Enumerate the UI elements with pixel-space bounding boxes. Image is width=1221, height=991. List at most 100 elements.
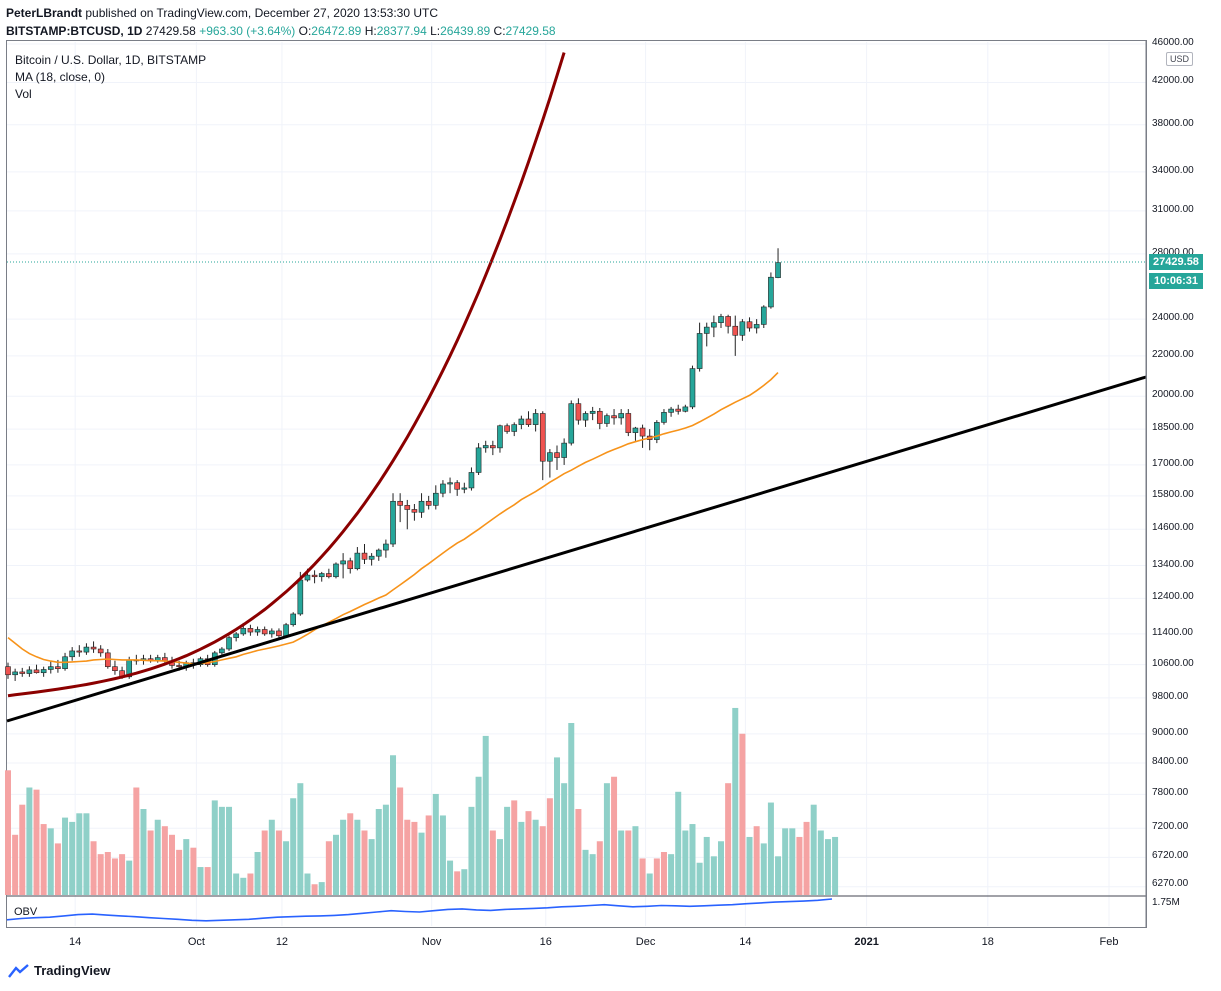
volume-bar <box>817 830 824 895</box>
obv-line <box>6 898 833 922</box>
grid-lines <box>7 42 1146 926</box>
ma18-line <box>7 372 779 665</box>
volume-bar <box>411 821 418 895</box>
volume-bar <box>496 839 503 895</box>
volume-bar <box>261 830 268 895</box>
o-label: O: <box>298 24 312 38</box>
candle-up <box>668 408 674 413</box>
candle-up <box>254 629 261 633</box>
price-axis-tick: 11400.00 <box>1152 626 1193 638</box>
candle-up <box>240 628 247 635</box>
legend-title: Bitcoin / U.S. Dollar, 1D, BITSTAMP <box>15 53 207 67</box>
candle-up <box>69 650 75 658</box>
volume-bar <box>97 854 104 895</box>
candle-up <box>26 669 33 674</box>
candle-up <box>47 666 54 670</box>
volume-bar <box>368 839 375 895</box>
volume-bar <box>254 852 261 895</box>
candle-down <box>596 410 603 424</box>
volume-bar <box>247 873 254 895</box>
volume-bar <box>347 813 354 895</box>
currency-badge[interactable]: USD <box>1166 52 1194 66</box>
volume-bar <box>618 830 625 895</box>
volume-bar <box>375 809 382 895</box>
price-axis-tick: 22000.00 <box>1152 348 1194 360</box>
volume-bar <box>218 806 225 895</box>
candle-up <box>340 560 346 565</box>
volume-bar <box>554 757 561 895</box>
volume-bar <box>168 834 175 895</box>
volume-bar <box>575 809 582 895</box>
time-axis-tick: Dec <box>635 936 656 948</box>
volume-bar <box>40 824 47 895</box>
author-name[interactable]: PeterLBrandt <box>6 6 83 20</box>
candle-down <box>90 646 97 650</box>
candle-up <box>40 669 47 674</box>
candle-up <box>682 406 689 412</box>
tradingview-logo[interactable]: TradingView <box>8 963 110 978</box>
candle-up <box>632 427 639 433</box>
volume-bar <box>275 830 282 895</box>
price-axis-tick: 6720.00 <box>1152 850 1189 862</box>
candle-down <box>725 316 731 327</box>
volume-bar <box>461 869 468 895</box>
candle-up <box>604 415 610 424</box>
price-axis-tick: 15800.00 <box>1152 488 1194 500</box>
candle-up <box>654 422 660 440</box>
volume-bar <box>318 882 325 895</box>
volume-bar <box>589 854 596 895</box>
time-axis-tick: 18 <box>981 936 994 948</box>
candle-down <box>276 630 282 637</box>
candle-down <box>33 669 40 674</box>
candle-down <box>76 650 83 653</box>
brand-text: TradingView <box>34 963 111 978</box>
candle-up <box>304 574 311 581</box>
price-axis-tick: 42000.00 <box>1152 75 1194 87</box>
candle-up <box>219 648 225 654</box>
candle-up <box>661 412 667 423</box>
parabolic-curve <box>7 52 566 698</box>
obv-legend[interactable]: OBV <box>14 906 38 918</box>
candle-down <box>425 500 432 506</box>
volume-bar <box>332 834 339 895</box>
time-axis-tick: Feb <box>1099 936 1119 948</box>
price-axis-tick: 7800.00 <box>1152 787 1189 799</box>
volume-bar <box>518 821 525 895</box>
candle-up <box>561 442 567 458</box>
price-axis-tick: 28000.00 <box>1152 246 1194 258</box>
long-trendline <box>6 375 1147 723</box>
candle-up <box>547 452 553 462</box>
volume-bar <box>454 871 461 895</box>
volume-bar <box>161 826 168 895</box>
candle-up <box>482 445 489 449</box>
candle-down <box>554 452 560 458</box>
candle-up <box>233 633 239 638</box>
candle-down <box>454 482 460 490</box>
volume-bar <box>504 806 511 895</box>
chart-header: PeterLBrandt published on TradingView.co… <box>6 4 556 40</box>
candle-up <box>568 403 575 444</box>
volume-bar <box>475 776 482 895</box>
volume-bar <box>568 723 575 895</box>
price-axis-tick: 14600.00 <box>1152 522 1194 534</box>
volume-bar <box>226 806 233 895</box>
candle-down <box>732 325 739 336</box>
candle-up <box>269 630 275 635</box>
price-tag: 27429.58 <box>1149 254 1203 270</box>
candle-up <box>290 613 297 626</box>
volume-bar <box>325 841 332 895</box>
candle-up <box>696 333 703 369</box>
obv-axis-tick: 1.75M <box>1152 897 1180 908</box>
legend-vol[interactable]: Vol <box>15 87 32 101</box>
candle-down <box>19 671 26 674</box>
candle-down <box>625 413 632 433</box>
volume-bar <box>119 854 126 895</box>
volume-bar <box>283 841 290 895</box>
candle-down <box>675 408 682 412</box>
volume-bar <box>682 830 689 895</box>
candle-down <box>404 505 411 510</box>
legend-ma[interactable]: MA (18, close, 0) <box>15 70 106 84</box>
volume-bar <box>176 849 183 895</box>
volume-bar <box>532 819 539 895</box>
